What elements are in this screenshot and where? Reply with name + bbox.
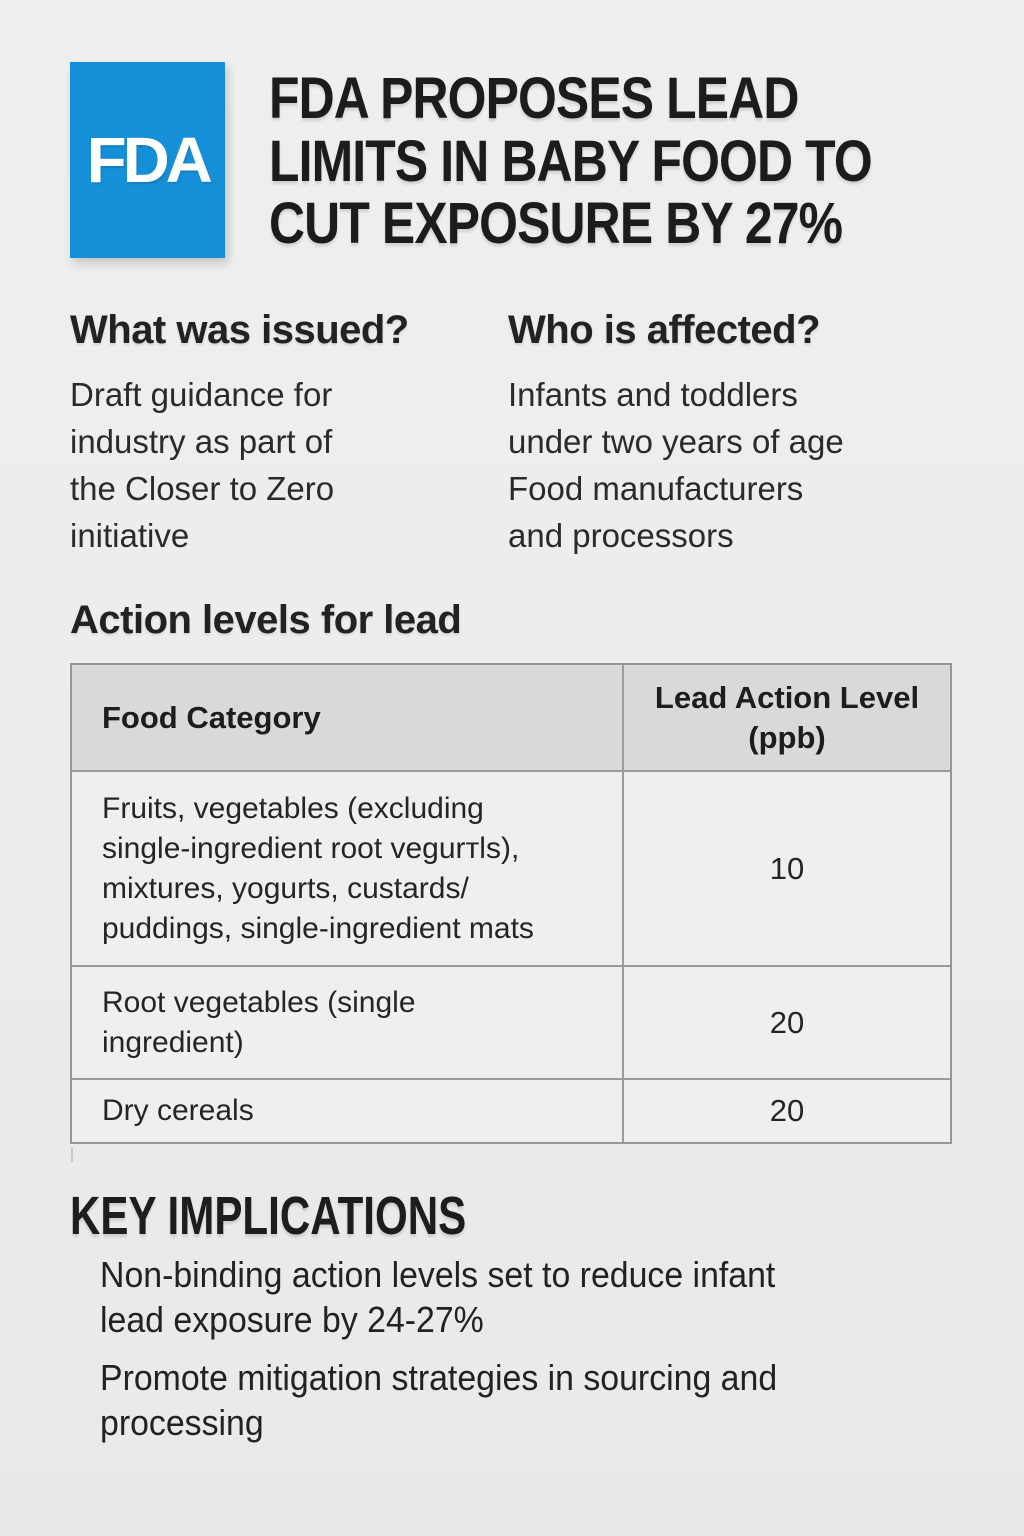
implication-item: Non-binding action levels set to reduce …: [100, 1252, 931, 1342]
food-category-line: single-ingredient root vegurтls),: [102, 831, 520, 865]
action-levels-table: Food Category Lead Action Level (ppb) Fr…: [70, 663, 952, 1144]
implication-line: processing: [100, 1402, 264, 1443]
implication-line: Non-binding action levels set to reduce …: [100, 1254, 776, 1295]
affected-body-line: Infants and toddlers: [508, 376, 798, 413]
fda-logo: FDA: [70, 62, 225, 258]
page-title-line: CUT EXPOSURE BY 27%: [269, 191, 843, 257]
table-row: Root vegetables (single ingredient) 20: [72, 965, 950, 1078]
issued-body-line: initiative: [70, 517, 190, 554]
fda-logo-text: FDA: [86, 124, 213, 196]
issued-heading: What was issued?: [70, 308, 409, 352]
food-category-line: Fruits, vegetables (excluding: [102, 791, 484, 825]
issued-body-line: the Closer to Zero: [70, 470, 335, 507]
page-title: FDA PROPOSES LEAD LIMITS IN BABY FOOD TO…: [269, 66, 873, 257]
implication-line: lead exposure by 24-27%: [100, 1299, 484, 1340]
issued-body-line: industry as part of: [70, 423, 333, 460]
lead-action-level-header-line: Lead Action Level: [654, 679, 920, 715]
affected-body-line: and processors: [508, 517, 734, 554]
implication-line: Promote mitigation strategies in sourcin…: [100, 1357, 778, 1398]
action-levels-heading: Action levels for lead: [70, 598, 462, 642]
table-row: Fruits, vegetables (excluding single-ing…: [72, 770, 950, 965]
table-row: Dry cereals 20: [72, 1078, 950, 1142]
table-header-row: Food Category Lead Action Level (ppb): [72, 665, 950, 770]
issued-body-line: Draft guidance for: [70, 376, 333, 413]
food-category-line: mixtures, yogurts, custards/: [102, 871, 469, 905]
lead-level-cell: 20: [622, 1080, 950, 1142]
qa-column-affected: Who is affected? Infants and toddlers un…: [508, 308, 974, 559]
page-title-line: LIMITS IN BABY FOOD TO: [269, 128, 873, 194]
lead-action-level-header-line: (ppb): [748, 719, 826, 755]
food-category-cell: Fruits, vegetables (excluding single-ing…: [72, 772, 622, 965]
lead-level-cell: 20: [622, 967, 950, 1078]
food-category-cell: Dry cereals: [72, 1080, 622, 1142]
food-category-header: Food Category: [102, 699, 321, 735]
food-category-line: Root vegetables (single: [102, 985, 416, 1019]
food-category-cell: Root vegetables (single ingredient): [72, 967, 622, 1078]
affected-heading: Who is affected?: [508, 308, 821, 352]
food-category-line: Dry cereals: [102, 1094, 254, 1127]
qa-columns: What was issued? Draft guidance for indu…: [70, 308, 974, 559]
affected-body: Infants and toddlers under two years of …: [508, 371, 974, 559]
key-implications-list: Non-binding action levels set to reduce …: [100, 1252, 984, 1458]
header: FDA FDA PROPOSES LEAD LIMITS IN BABY FOO…: [70, 62, 964, 258]
affected-body-line: Food manufacturers: [508, 470, 804, 507]
affected-body-line: under two years of age: [508, 423, 844, 460]
issued-body: Draft guidance for industry as part of t…: [70, 371, 508, 559]
implication-item: Promote mitigation strategies in sourcin…: [100, 1355, 931, 1445]
lead-action-level-header: Lead Action Level (ppb): [622, 665, 950, 770]
key-implications-heading: KEY IMPLICATIONS: [70, 1186, 467, 1246]
lead-level-cell: 10: [622, 772, 950, 965]
page-title-line: FDA PROPOSES LEAD: [269, 66, 799, 131]
food-category-line: ingredient): [102, 1025, 244, 1059]
food-category-line: puddings, single-ingredient mats: [102, 911, 534, 945]
table-edge-artifact: [71, 1147, 73, 1162]
qa-column-issued: What was issued? Draft guidance for indu…: [70, 308, 508, 559]
